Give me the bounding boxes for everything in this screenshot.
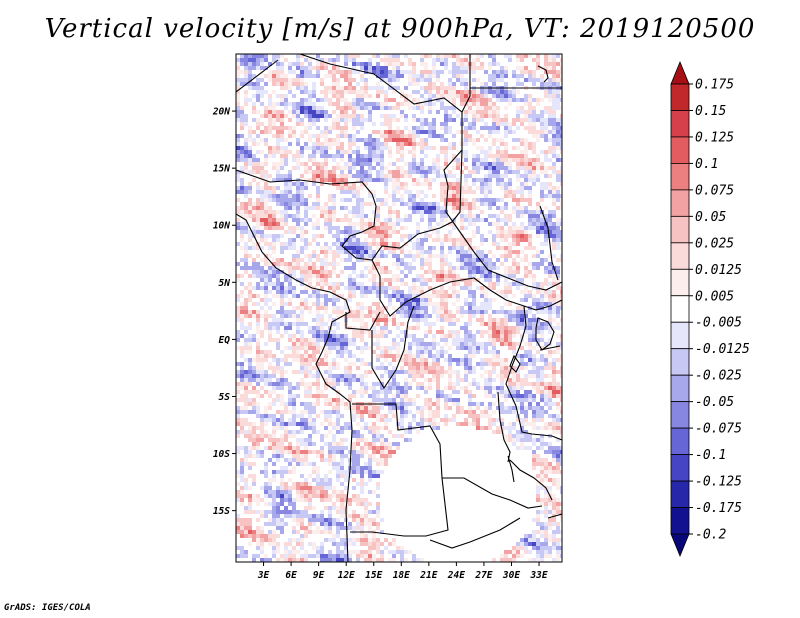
colorbar-segment	[670, 507, 690, 535]
colorbar-segment	[670, 427, 690, 455]
colorbar-segment	[670, 215, 690, 244]
border-central	[345, 259, 537, 390]
colorbar-segment	[670, 163, 690, 191]
colorbar-label: 0.1	[695, 157, 718, 172]
lake-outlines	[497, 65, 555, 483]
y-tick-label: EQ	[219, 335, 231, 346]
country-borders	[236, 54, 562, 562]
x-tick-label: 15E	[365, 570, 382, 581]
colorbar-segment	[670, 348, 690, 376]
y-tick-label: 10N	[213, 221, 230, 232]
y-tick-label: 15N	[213, 164, 230, 175]
x-tick-label: 12E	[338, 570, 355, 581]
colorbar-segment	[670, 295, 690, 323]
colorbar-segment	[670, 374, 690, 403]
map-frame	[235, 53, 563, 563]
coastline-west-africa	[236, 213, 353, 562]
x-tick-label: 21E	[419, 570, 437, 581]
colorbar-label: 0.005	[695, 289, 734, 304]
colorbar-label: 0.175	[695, 78, 734, 93]
colorbar-label: -0.05	[695, 395, 734, 410]
colorbar-segment	[670, 454, 690, 482]
colorbar-label: -0.005	[695, 316, 742, 331]
x-tick-label: 30E	[502, 570, 520, 581]
border-sahel	[236, 112, 463, 261]
x-tick-label: 33E	[529, 570, 547, 581]
colorbar-label: -0.0125	[695, 342, 750, 357]
x-tick-label: 9E	[313, 570, 325, 581]
colorbar-segment	[670, 136, 690, 164]
colorbar-label: -0.2	[695, 528, 726, 543]
colorbar-segment	[670, 189, 690, 217]
y-tick-label: 20N	[212, 107, 230, 118]
border-southern	[350, 403, 562, 549]
colorbar: 0.175 0.15 0.125 0.1 0.075 0.05 0.025 0.0125 0.0…	[670, 60, 750, 558]
colorbar-min-arrow	[670, 533, 690, 558]
y-tick-label: 5S	[219, 392, 231, 403]
colorbar-label: 0.15	[695, 104, 726, 119]
map-axes: 3E 6E 9E 12E 15E 18E 21E 24E 27E 30E 33E 20N 15N 10N 5…	[212, 107, 548, 581]
colorbar-max-arrow	[670, 60, 690, 85]
x-tick-label: 3E	[257, 570, 270, 581]
colorbar-segment	[670, 268, 690, 297]
colorbar-label: -0.1	[695, 448, 726, 463]
colorbar-label: -0.175	[695, 501, 742, 516]
colorbar-segment	[670, 110, 690, 138]
border-east-africa	[505, 299, 562, 501]
x-tick-label: 24E	[447, 570, 465, 581]
velocity-field	[236, 54, 562, 562]
x-tick-label: 18E	[393, 570, 410, 581]
colorbar-segment	[670, 242, 690, 270]
x-tick-label: 27E	[474, 570, 492, 581]
colorbar-label: 0.05	[695, 210, 726, 225]
colorbar-segment	[670, 480, 690, 508]
colorbar-segment	[670, 83, 690, 111]
border-sudan	[443, 149, 562, 291]
x-tick-label: 6E	[285, 570, 297, 581]
colorbar-segment	[670, 401, 690, 429]
y-tick-label: 5N	[219, 278, 231, 289]
grads-credit: GrADS: IGES/COLA	[4, 603, 91, 613]
colorbar-label: 0.0125	[695, 263, 742, 278]
colorbar-segment	[670, 321, 690, 350]
colorbar-label: 0.075	[695, 183, 734, 198]
border-sahara-north	[236, 54, 562, 113]
y-tick-label: 10S	[213, 449, 230, 460]
y-tick-label: 15S	[213, 506, 230, 517]
chart-title: Vertical velocity [m/s] at 900hPa, VT: 2…	[44, 14, 756, 44]
colorbar-label: -0.025	[695, 369, 742, 384]
colorbar-label: 0.125	[695, 130, 734, 145]
colorbar-label: 0.025	[695, 236, 734, 251]
colorbar-label: -0.075	[695, 422, 742, 437]
colorbar-label: -0.125	[695, 475, 742, 490]
